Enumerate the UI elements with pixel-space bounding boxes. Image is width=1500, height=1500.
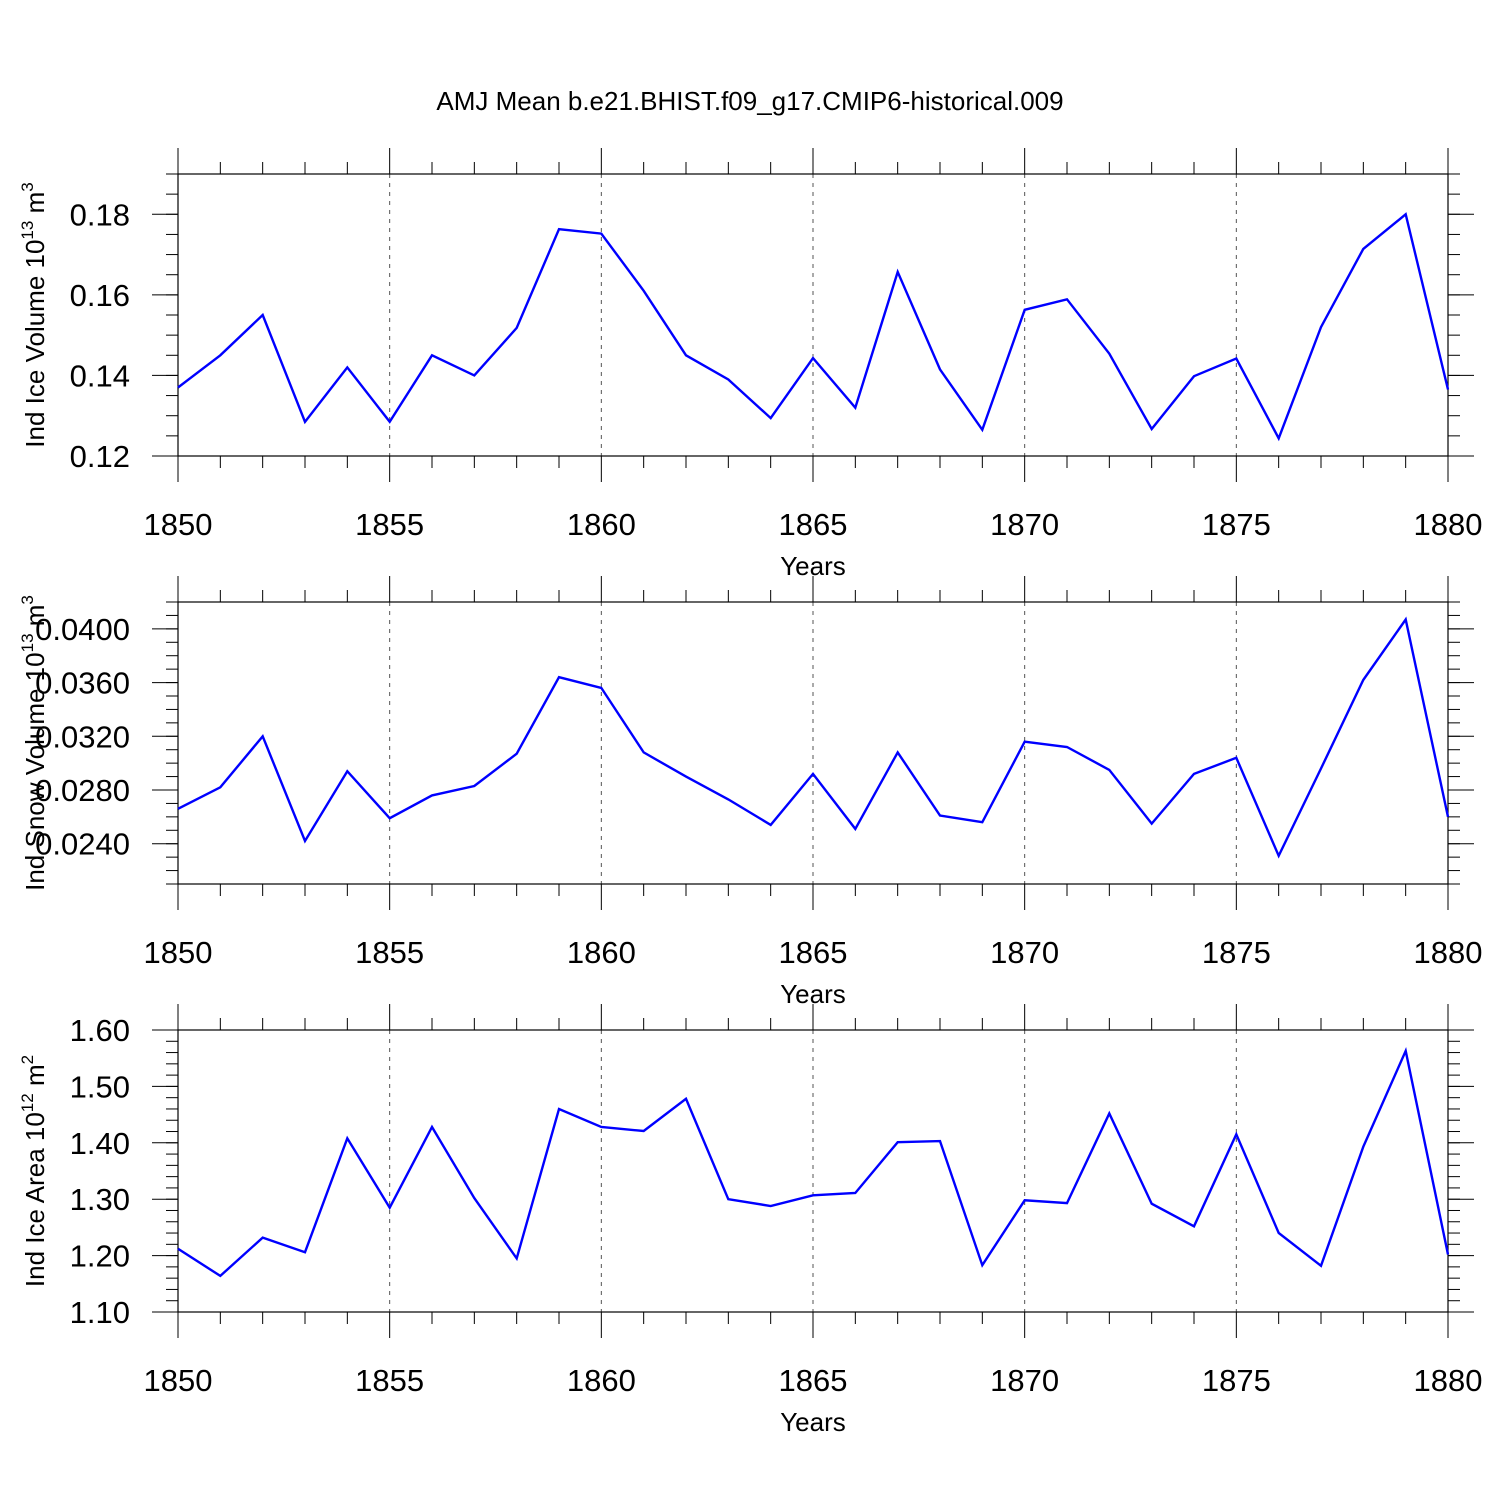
y-tick-label: 1.20: [70, 1239, 130, 1274]
x-tick-label: 1875: [1202, 935, 1271, 970]
series-line: [177, 212, 1450, 442]
y-axis-title: Ind Ice Volume 1013 m3: [18, 182, 50, 447]
plot-frame: [177, 601, 1449, 885]
x-tick-label: 1870: [990, 935, 1059, 970]
y-tick-label: 0.0280: [35, 773, 130, 808]
x-tick-label: 1880: [1414, 507, 1483, 542]
y-tick-label: 1.40: [70, 1126, 130, 1161]
x-tick-label: 1865: [779, 507, 848, 542]
x-tick-label: 1860: [567, 1363, 636, 1398]
series-line: [177, 616, 1450, 859]
x-tick-label: 1880: [1414, 935, 1483, 970]
y-tick-label: 0.0360: [35, 666, 130, 701]
x-tick-label: 1865: [779, 935, 848, 970]
x-tick-label: 1850: [144, 507, 213, 542]
x-tick-label: 1850: [144, 935, 213, 970]
plot-frame: [177, 173, 1449, 457]
y-tick-label: 0.16: [70, 278, 130, 313]
y-tick-label: 0.0400: [35, 612, 130, 647]
x-tick-label: 1875: [1202, 507, 1271, 542]
y-tick-label: 1.30: [70, 1182, 130, 1217]
y-axis-title: Ind Ice Area 1012 m2: [18, 1055, 50, 1287]
x-tick-label: 1850: [144, 1363, 213, 1398]
x-axis-title: Years: [780, 1407, 846, 1437]
y-tick-label: 0.12: [70, 439, 130, 474]
y-tick-label: 1.60: [70, 1013, 130, 1048]
figure-title: AMJ Mean b.e21.BHIST.f09_g17.CMIP6-histo…: [436, 86, 1063, 116]
y-tick-label: 1.10: [70, 1295, 130, 1330]
x-tick-label: 1870: [990, 507, 1059, 542]
y-tick-label: 0.0240: [35, 827, 130, 862]
x-tick-label: 1880: [1414, 1363, 1483, 1398]
panel-ice-area: 1.10 1.20 1.30 1.40 1.50 1.60 1850 1855 1860 1865…: [18, 1004, 1482, 1437]
x-tick-label: 1855: [355, 935, 424, 970]
x-tick-label: 1865: [779, 1363, 848, 1398]
x-tick-label: 1860: [567, 935, 636, 970]
panel-snow-volume: 0.0240 0.0280 0.0320 0.0360 0.0400 1850 1855 18…: [18, 576, 1482, 1009]
x-tick-label: 1870: [990, 1363, 1059, 1398]
x-tick-label: 1855: [355, 1363, 424, 1398]
x-tick-label: 1860: [567, 507, 636, 542]
y-tick-label: 1.50: [70, 1069, 130, 1104]
y-tick-label: 0.18: [70, 197, 130, 232]
x-tick-label: 1875: [1202, 1363, 1271, 1398]
series-line: [177, 1046, 1450, 1278]
y-tick-label: 0.14: [70, 358, 130, 393]
panel-ice-volume: 0.12 0.14 0.16 0.18 1850 1855 1860 1865 1870 1875…: [18, 148, 1482, 581]
y-tick-label: 0.0320: [35, 719, 130, 754]
x-tick-label: 1855: [355, 507, 424, 542]
y-axis-title: Ind Snow Volume 1013 m3: [18, 595, 50, 891]
